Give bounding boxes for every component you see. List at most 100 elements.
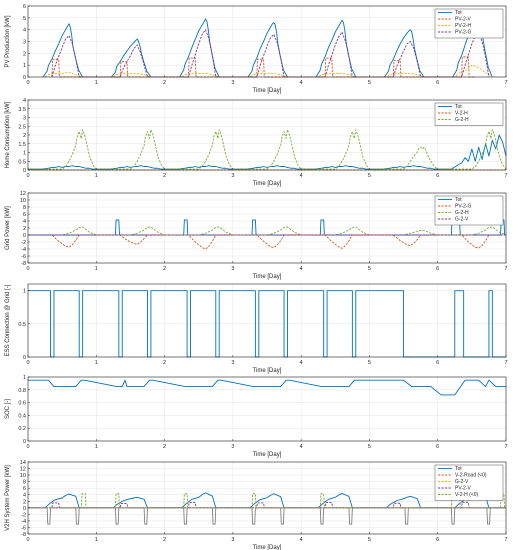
y-tick-label: 0.5 xyxy=(18,322,26,328)
y-axis-label: Grid Power [kW] xyxy=(5,206,11,250)
legend-entry: PV-2-G xyxy=(455,204,472,210)
legend-entry: Tot xyxy=(455,104,462,110)
y-tick-label: 0 xyxy=(23,506,26,512)
x-tick-label: 2 xyxy=(163,360,166,366)
y-tick-label: 8 xyxy=(23,480,26,486)
y-tick-label: 2.5 xyxy=(18,124,26,130)
y-tick-label: 10 xyxy=(20,198,26,204)
x-tick-label: 2 xyxy=(163,266,166,272)
y-tick-label: 1 xyxy=(23,151,26,157)
x-tick-label: 4 xyxy=(300,266,303,272)
x-tick-label: 3 xyxy=(231,444,234,450)
x-tick-label: 3 xyxy=(231,537,234,543)
x-tick-label: 1 xyxy=(95,266,98,272)
y-tick-label: 2 xyxy=(23,499,26,505)
axes-frame xyxy=(27,461,507,535)
y-tick-label: 3.5 xyxy=(18,107,26,113)
y-tick-label: -8 xyxy=(21,261,26,267)
x-tick-label: 4 xyxy=(300,537,303,543)
x-axis-label: Time [Day] xyxy=(253,181,282,187)
x-tick-label: 2 xyxy=(163,537,166,543)
x-tick-label: 4 xyxy=(300,444,303,450)
series-line-pv-2-h xyxy=(44,64,493,78)
x-tick-label: 1 xyxy=(95,444,98,450)
x-tick-label: 4 xyxy=(300,80,303,86)
x-tick-label: 3 xyxy=(231,360,234,366)
panel-5: 0 1 2 3 4 5 6 7 0 0.2 0.4 0.6 0.8 1 Time [Day] SOC [-] xyxy=(5,375,508,458)
y-tick-label: 1 xyxy=(23,63,26,69)
plot-area xyxy=(28,284,506,357)
plot-area xyxy=(28,377,506,441)
x-tick-label: 3 xyxy=(231,80,234,86)
y-axis-label: SOC [-] xyxy=(5,399,11,419)
panel-1: 0 1 2 3 4 5 6 7 0 1 2 3 4 5 6 Time [Day] PV Production [… xyxy=(5,4,508,94)
y-tick-label: 4 xyxy=(23,98,26,104)
legend-entry: G-2-H xyxy=(455,117,469,123)
panel-2: 0 1 2 3 4 5 6 7 0 0.5 1 1.5 2 2.5 3 3.5 4 Time [Day] Home … xyxy=(5,98,508,187)
legend-entry: Tot xyxy=(455,197,462,203)
x-tick-label: 0 xyxy=(26,266,29,272)
x-axis-label: Time [Day] xyxy=(253,545,282,550)
y-tick-label: 1 xyxy=(23,375,26,381)
x-tick-label: 0 xyxy=(26,360,29,366)
x-tick-label: 6 xyxy=(436,444,439,450)
legend-entry: G-2-H xyxy=(455,210,469,216)
y-tick-label: 1.5 xyxy=(18,142,26,148)
x-tick-label: 7 xyxy=(504,266,507,272)
axes-frame xyxy=(27,283,507,358)
y-tick-label: 5 xyxy=(23,16,26,22)
x-tick-label: 3 xyxy=(231,173,234,179)
y-tick-label: -4 xyxy=(21,519,26,525)
legend-entry: Tot xyxy=(455,10,462,16)
y-tick-label: 0.4 xyxy=(18,413,26,419)
series-line-g-2-h xyxy=(28,226,507,236)
x-tick-label: 1 xyxy=(95,80,98,86)
x-tick-label: 6 xyxy=(436,173,439,179)
y-tick-label: 4 xyxy=(23,219,26,225)
series-line-pv-2-g xyxy=(51,29,490,78)
series-line-pv-2-g xyxy=(28,234,506,250)
x-tick-label: 1 xyxy=(95,537,98,543)
y-tick-label: 4 xyxy=(23,28,26,34)
y-tick-label: 3 xyxy=(23,116,26,122)
y-tick-label: 6 xyxy=(23,486,26,492)
y-tick-label: 2 xyxy=(23,133,26,139)
y-tick-label: 0.6 xyxy=(18,401,26,407)
x-tick-label: 4 xyxy=(300,360,303,366)
x-axis-label: Time [Day] xyxy=(253,274,282,280)
legend-box xyxy=(434,102,504,126)
y-tick-label: 8 xyxy=(23,205,26,211)
y-tick-label: 6 xyxy=(23,212,26,218)
x-tick-label: 0 xyxy=(26,537,29,543)
x-tick-label: 2 xyxy=(163,173,166,179)
y-axis-label: V2H System Power [kW] xyxy=(5,465,11,531)
x-tick-label: 5 xyxy=(368,266,371,272)
y-tick-label: 14 xyxy=(20,460,26,466)
x-tick-label: 6 xyxy=(436,360,439,366)
y-tick-label: 0 xyxy=(23,168,26,174)
x-tick-label: 3 xyxy=(231,266,234,272)
y-tick-label: 6 xyxy=(23,4,26,10)
y-tick-label: -6 xyxy=(21,254,26,260)
y-axis-label: ESS Connection @ Grid [-] xyxy=(5,284,11,356)
y-tick-label: 0.2 xyxy=(18,426,26,432)
x-tick-label: 7 xyxy=(504,360,507,366)
series-line-main-5 xyxy=(28,507,506,525)
x-tick-label: 1 xyxy=(95,360,98,366)
x-tick-label: 6 xyxy=(436,80,439,86)
y-tick-label: 2 xyxy=(23,51,26,57)
x-tick-label: 1 xyxy=(95,173,98,179)
x-tick-label: 5 xyxy=(368,80,371,86)
y-tick-label: 4 xyxy=(23,493,26,499)
y-axis-label: PV Production [kW] xyxy=(5,15,11,67)
x-tick-label: 7 xyxy=(504,537,507,543)
x-tick-label: 4 xyxy=(300,173,303,179)
x-tick-label: 2 xyxy=(163,444,166,450)
